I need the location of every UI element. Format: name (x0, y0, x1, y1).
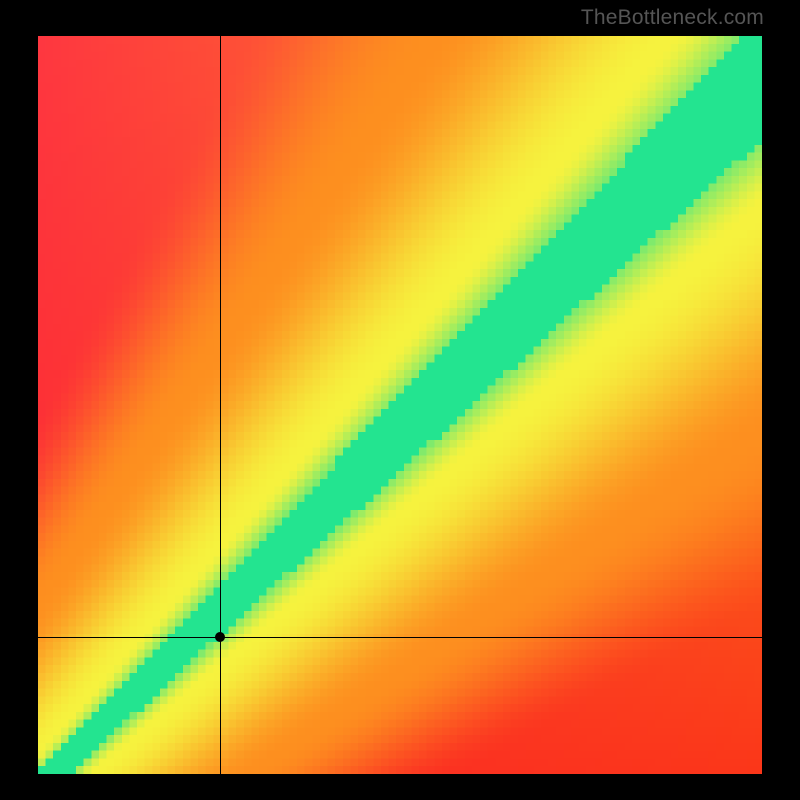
watermark-text: TheBottleneck.com (581, 6, 764, 30)
heatmap-canvas (38, 36, 762, 774)
heatmap-plot (38, 36, 762, 774)
chart-frame: TheBottleneck.com (0, 0, 800, 800)
